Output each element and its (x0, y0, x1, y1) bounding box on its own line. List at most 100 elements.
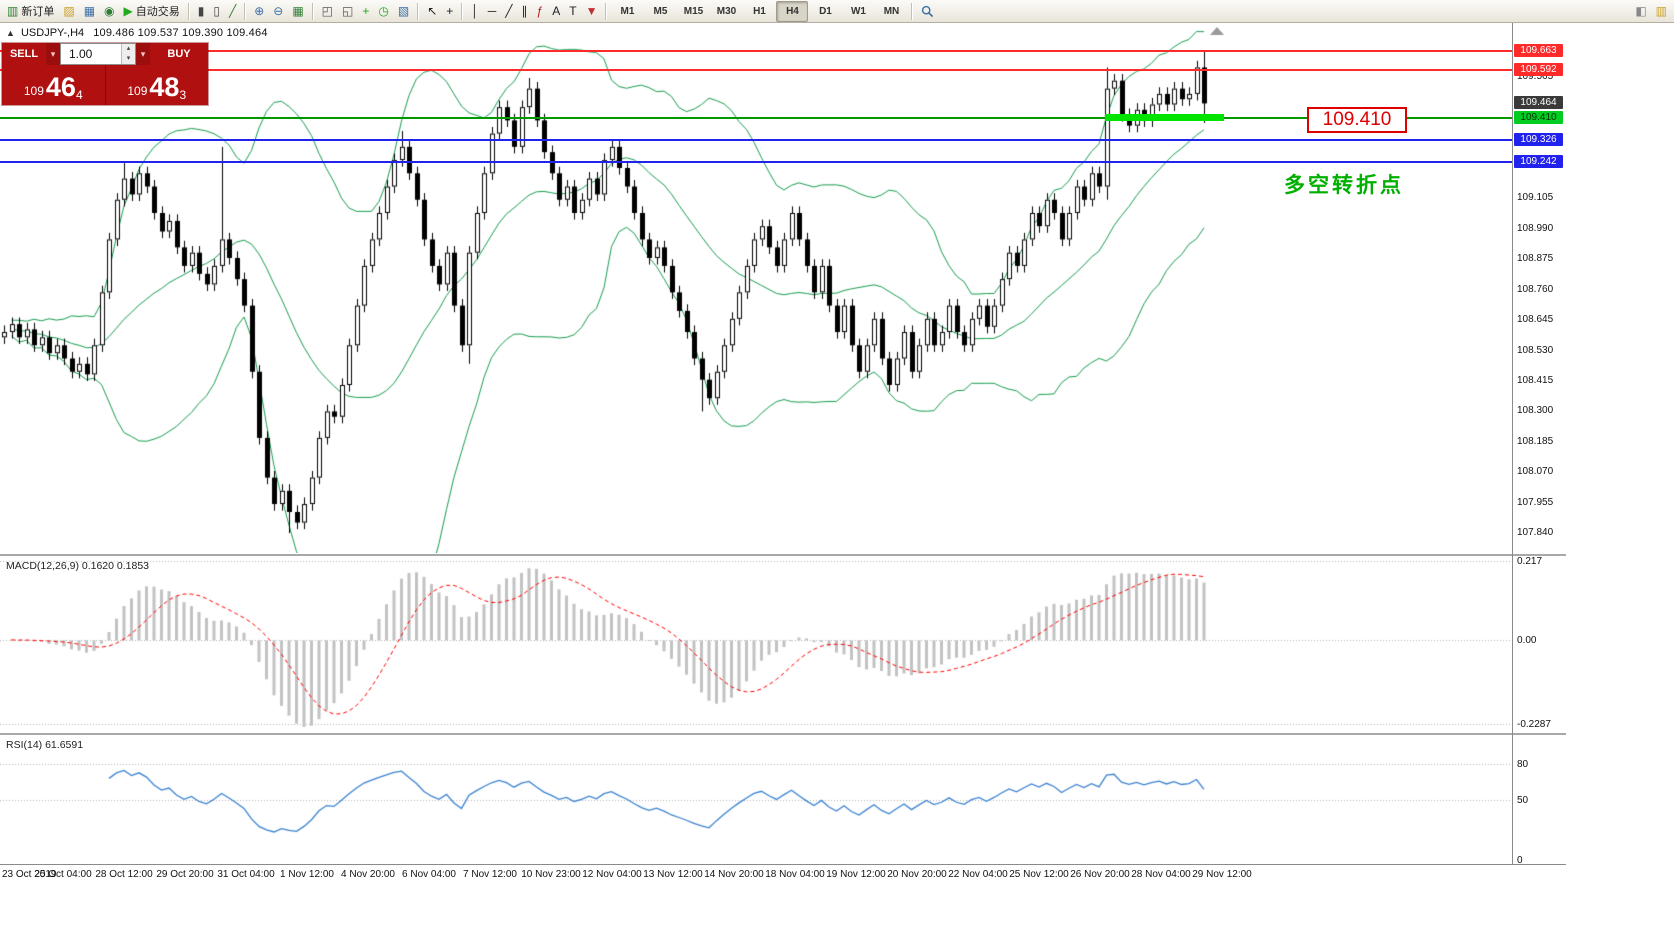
macd-indicator-label: MACD(12,26,9) 0.1620 0.1853 (6, 560, 150, 572)
volume-stepper[interactable]: ▴ ▾ (121, 44, 135, 64)
panel-separator[interactable] (0, 554, 1566, 556)
trendline-icon[interactable]: ╱ (501, 1, 516, 22)
timeframe-h4-button[interactable]: H4 (776, 0, 809, 22)
zoom-out-icon[interactable]: ⊖ (269, 1, 287, 22)
text-icon[interactable]: A (548, 1, 564, 22)
line-chart-icon[interactable]: ╱ (225, 1, 240, 22)
turning-point-annotation[interactable]: 多空转折点 (1284, 174, 1404, 197)
timeframe-mn-button[interactable]: MN (883, 5, 900, 17)
toolbar-separator (605, 2, 608, 20)
buy-price-prefix: 109 (127, 84, 148, 98)
template-icon[interactable]: ▧ (394, 1, 413, 22)
price-scale-tick: 108.530 (1517, 344, 1554, 356)
notifications-icon[interactable]: ▥ (1652, 1, 1671, 22)
price-scale-tick: 108.760 (1517, 283, 1554, 295)
time-axis-label: 26 Nov 20:00 (1070, 869, 1130, 880)
time-axis-label: 31 Oct 04:00 (217, 869, 275, 880)
cursor-icon-glyph: ↖ (427, 4, 438, 18)
new-order-button[interactable]: ▥ 新订单 (3, 1, 58, 22)
price-scale-tick: 109.105 (1517, 192, 1554, 204)
macd-panel-canvas[interactable] (0, 557, 1512, 732)
timeframe-m15-button[interactable]: M15 (683, 5, 704, 17)
notifications-icon-glyph: ▥ (1655, 4, 1667, 18)
equidistant-channel-icon[interactable]: ∥ (518, 1, 532, 22)
zoom-in-icon[interactable]: ⊕ (250, 1, 268, 22)
timeframe-h1-button[interactable]: H1 (753, 5, 766, 17)
time-axis-label: 29 Oct 20:00 (156, 869, 214, 880)
price-scale-tag: 109.242 (1514, 155, 1563, 169)
price-callout-label[interactable]: 109.410 (1307, 107, 1407, 133)
fibonacci-icon[interactable]: ƒ (533, 1, 548, 22)
toolbar-separator (911, 2, 914, 20)
support-line-blue-2[interactable] (0, 161, 1512, 164)
sell-price-main: 46 (45, 72, 76, 102)
timeframe-m1-button[interactable]: M1 (620, 5, 635, 17)
support-highlight-bar[interactable] (1105, 114, 1224, 122)
timeframe-m5-button[interactable]: M5 (653, 5, 668, 17)
autotrading-button[interactable]: ▶ 自动交易 (120, 1, 184, 22)
macd-scale-label: -0.2287 (1517, 719, 1551, 730)
buy-price-display[interactable]: 109 48 3 (104, 65, 208, 105)
resistance-line-lower[interactable] (0, 68, 1512, 71)
candlestick-chart-icon[interactable]: ▯ (209, 1, 224, 22)
price-chart-canvas[interactable] (0, 23, 1512, 553)
bar-chart-icon[interactable]: ▮ (194, 1, 209, 22)
arrows-icon[interactable]: ▼ (582, 1, 602, 22)
volume-input[interactable]: 1.00 ▴ ▾ (60, 43, 136, 65)
timeframe-d1-button[interactable]: D1 (819, 5, 832, 17)
cascade-windows-icon-glyph: ◰ (321, 4, 334, 18)
crosshair-icon[interactable]: + (442, 1, 457, 22)
tile-horizontal-icon[interactable]: ◱ (338, 1, 357, 22)
timeframe-m30-button[interactable]: M30 (716, 5, 737, 17)
cascade-windows-icon[interactable]: ◰ (318, 1, 337, 22)
time-axis-label: 23 Oct 2019 (2, 869, 57, 880)
tile-windows-icon[interactable]: ▦ (288, 1, 307, 22)
text-label-icon[interactable]: T (565, 1, 580, 22)
support-line-blue-1[interactable] (0, 138, 1512, 141)
zoom-out-icon-glyph: ⊖ (273, 4, 284, 18)
cursor-icon[interactable]: ↖ (423, 1, 441, 22)
price-scale-tick: 108.645 (1517, 314, 1554, 326)
volume-down-icon[interactable]: ▾ (122, 54, 135, 64)
toolbar-separator (187, 2, 190, 20)
period-clock-icon[interactable]: ◷ (374, 1, 392, 22)
timeframe-w1-button[interactable]: W1 (850, 5, 866, 17)
profiles-icon[interactable]: ▨ (59, 1, 78, 22)
search-icon[interactable] (917, 1, 938, 22)
volume-up-icon[interactable]: ▴ (122, 44, 135, 54)
buy-options-arrow-icon[interactable]: ▾ (136, 43, 150, 65)
time-axis-label: 28 Nov 04:00 (1131, 869, 1191, 880)
resistance-line-upper[interactable] (0, 49, 1512, 52)
chat-panel-icon[interactable]: ◧ (1631, 1, 1650, 22)
price-scale-tag: 109.592 (1514, 62, 1563, 76)
buy-price-sup: 3 (179, 88, 187, 102)
time-axis-label: 20 Nov 20:00 (887, 869, 947, 880)
strategy-tester-icon[interactable]: ◉ (100, 1, 118, 22)
horizontal-line-icon[interactable]: ─ (484, 1, 501, 22)
rsi-scale-label: 80 (1517, 759, 1529, 770)
time-axis-label: 25 Nov 12:00 (1009, 869, 1069, 880)
buy-button[interactable]: BUY (150, 43, 208, 65)
vertical-line-icon[interactable]: │ (467, 1, 483, 22)
time-axis[interactable]: 23 Oct 2019 25 Oct 04:00 28 Oct 12:00 29 Oc… (0, 865, 1566, 887)
price-scale[interactable]: 109.565 109.105 108.990 108.875 108.760 108.6… (1513, 23, 1566, 864)
panel-separator[interactable] (0, 733, 1566, 735)
time-axis-label: 25 Oct 04:00 (34, 869, 92, 880)
sell-button[interactable]: SELL (2, 43, 46, 65)
price-scale-tag: 109.663 (1514, 43, 1563, 57)
new-chart-icon[interactable]: + (358, 1, 373, 22)
rsi-panel-canvas[interactable] (0, 736, 1512, 864)
template-icon-glyph: ▧ (397, 4, 410, 18)
sell-options-arrow-icon[interactable]: ▾ (46, 43, 60, 65)
symbol-period-label: USDJPY-,H4 (20, 27, 85, 39)
text-icon-glyph: A (552, 4, 561, 18)
pivot-line-green[interactable] (0, 116, 1512, 119)
price-scale-tick: 108.990 (1517, 222, 1554, 234)
price-scale-tick: 108.415 (1517, 375, 1554, 386)
data-window-icon[interactable]: ▦ (80, 1, 99, 22)
trendline-icon-glyph: ╱ (505, 4, 513, 18)
sell-price-display[interactable]: 109 46 4 (2, 65, 105, 105)
time-axis-label: 18 Nov 04:00 (765, 869, 825, 880)
price-scale-tag: 109.464 (1514, 96, 1563, 110)
